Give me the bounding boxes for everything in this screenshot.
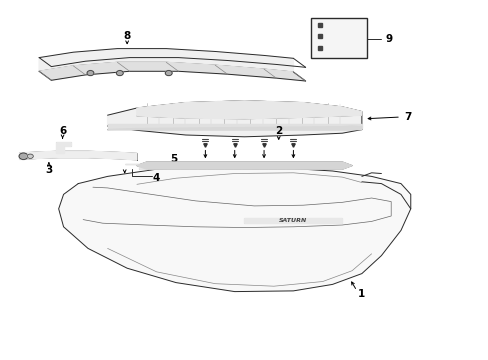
Text: SATURN: SATURN [279,218,307,223]
Text: 8: 8 [123,31,130,41]
Polygon shape [124,164,146,169]
Circle shape [116,71,123,76]
Polygon shape [20,151,137,160]
Text: 9: 9 [385,33,391,44]
Polygon shape [107,126,361,130]
Circle shape [87,71,94,76]
Text: 5: 5 [170,154,177,164]
Text: 6: 6 [59,126,66,136]
Polygon shape [137,162,351,169]
Circle shape [165,71,172,76]
Polygon shape [107,124,361,128]
Polygon shape [137,101,361,119]
Text: 4: 4 [152,173,160,183]
Polygon shape [59,166,410,292]
Bar [310,18,366,58]
Text: 3: 3 [45,165,52,175]
Text: 1: 1 [358,289,365,300]
Text: 7: 7 [404,112,411,122]
Polygon shape [56,142,71,153]
Circle shape [27,154,33,158]
Polygon shape [39,62,305,81]
Polygon shape [107,101,361,137]
Circle shape [19,153,28,159]
Polygon shape [39,49,293,72]
Polygon shape [244,218,342,223]
Text: 2: 2 [275,126,282,136]
